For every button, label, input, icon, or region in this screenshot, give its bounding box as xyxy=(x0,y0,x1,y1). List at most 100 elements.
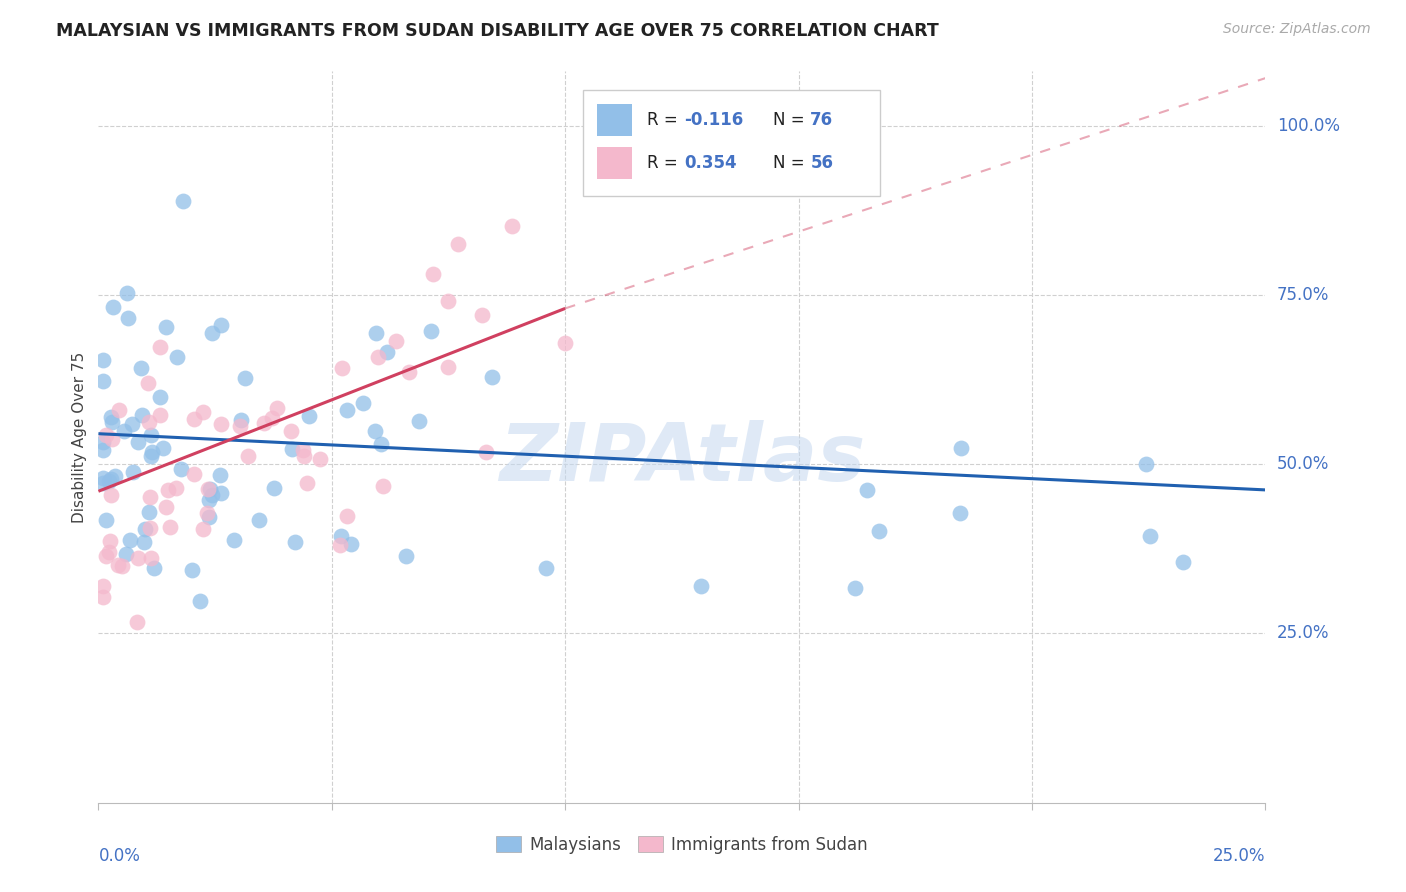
Text: 0.0%: 0.0% xyxy=(98,847,141,864)
Text: 76: 76 xyxy=(810,112,834,129)
Point xyxy=(330,361,353,376)
Point xyxy=(352,396,374,410)
Point xyxy=(134,522,156,536)
Text: ZIPAtlas: ZIPAtlas xyxy=(499,420,865,498)
Text: 75.0%: 75.0% xyxy=(1277,285,1330,304)
Point xyxy=(101,432,124,446)
Point xyxy=(690,579,713,593)
Point xyxy=(127,550,149,565)
Point xyxy=(475,444,498,458)
Point xyxy=(100,409,122,424)
Point xyxy=(501,219,523,233)
Point xyxy=(420,324,443,338)
Point xyxy=(481,370,503,384)
Point xyxy=(97,474,120,488)
Point xyxy=(141,444,163,458)
Point xyxy=(422,267,444,281)
Point xyxy=(224,533,246,548)
Point xyxy=(375,344,398,359)
Point xyxy=(156,483,179,497)
Point xyxy=(855,483,877,497)
Point xyxy=(247,513,270,527)
Point xyxy=(166,351,188,365)
Point xyxy=(91,442,114,457)
Point xyxy=(208,468,231,483)
Point xyxy=(136,376,159,391)
Point xyxy=(195,507,218,521)
Point xyxy=(91,471,114,485)
Point xyxy=(297,476,319,491)
Text: R =: R = xyxy=(647,112,683,129)
Point xyxy=(329,537,352,551)
Point xyxy=(292,449,315,463)
Point xyxy=(101,300,124,314)
Point xyxy=(127,615,149,629)
Point xyxy=(470,309,492,323)
Point xyxy=(364,326,387,340)
Point xyxy=(209,486,232,500)
Text: 100.0%: 100.0% xyxy=(1277,117,1340,135)
Point xyxy=(170,461,193,475)
Text: Source: ZipAtlas.com: Source: ZipAtlas.com xyxy=(1223,22,1371,37)
Text: N =: N = xyxy=(773,112,810,129)
Point xyxy=(370,437,392,451)
Point xyxy=(149,390,172,404)
Point xyxy=(94,427,117,442)
Text: MALAYSIAN VS IMMIGRANTS FROM SUDAN DISABILITY AGE OVER 75 CORRELATION CHART: MALAYSIAN VS IMMIGRANTS FROM SUDAN DISAB… xyxy=(56,22,939,40)
Text: 25.0%: 25.0% xyxy=(1277,624,1330,642)
Point xyxy=(139,491,162,505)
Point xyxy=(98,545,121,559)
Point xyxy=(112,424,135,438)
Point xyxy=(534,561,557,575)
Point xyxy=(198,492,221,507)
Point xyxy=(139,428,162,442)
Point xyxy=(193,405,215,419)
Point xyxy=(280,424,302,438)
Point xyxy=(183,412,205,426)
Point xyxy=(111,558,134,573)
Point xyxy=(159,520,181,534)
Point xyxy=(121,417,143,431)
Bar xyxy=(596,146,631,179)
Point xyxy=(948,506,970,520)
Point xyxy=(139,520,162,534)
Point xyxy=(554,336,576,351)
Point xyxy=(329,529,352,543)
Point xyxy=(201,326,224,340)
Point xyxy=(1135,458,1157,472)
Legend: Malaysians, Immigrants from Sudan: Malaysians, Immigrants from Sudan xyxy=(489,829,875,860)
Point xyxy=(141,551,163,566)
Point xyxy=(446,237,468,252)
Point xyxy=(181,563,204,577)
Point xyxy=(131,360,153,375)
Point xyxy=(104,469,127,483)
Point xyxy=(139,449,162,463)
Point xyxy=(115,285,138,300)
Point xyxy=(91,579,114,593)
Point xyxy=(191,522,214,536)
Point xyxy=(262,410,284,425)
Text: N =: N = xyxy=(773,153,810,172)
Point xyxy=(284,535,307,549)
Point xyxy=(100,472,122,486)
Point xyxy=(96,549,118,564)
Point xyxy=(91,374,114,388)
Point xyxy=(183,467,205,481)
Point xyxy=(367,350,389,364)
Point xyxy=(1171,555,1194,569)
Point xyxy=(94,513,117,527)
Point xyxy=(373,479,395,493)
Point xyxy=(336,508,359,523)
Point xyxy=(394,549,416,563)
Point xyxy=(437,293,460,308)
Point xyxy=(132,535,155,549)
Point xyxy=(384,334,406,348)
Text: 25.0%: 25.0% xyxy=(1213,847,1265,864)
Point xyxy=(309,452,332,467)
Point xyxy=(281,442,304,457)
Point xyxy=(152,441,174,455)
Point xyxy=(165,481,187,495)
Text: 50.0%: 50.0% xyxy=(1277,455,1330,473)
Point xyxy=(291,442,314,457)
Point xyxy=(229,413,252,427)
